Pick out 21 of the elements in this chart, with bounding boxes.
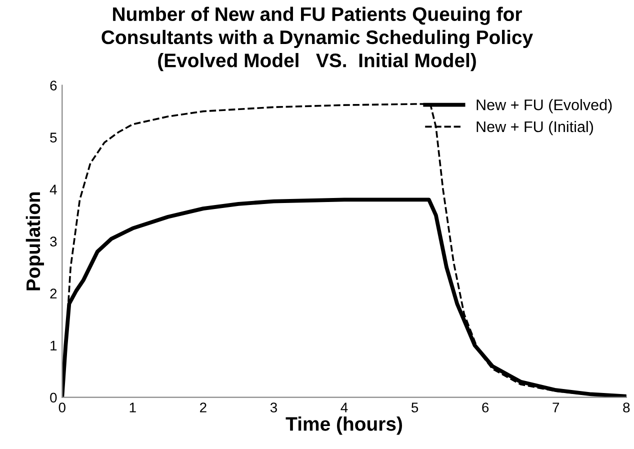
x-tick-label: 5 <box>411 402 418 412</box>
y-tick-label: 0 <box>50 392 57 403</box>
legend-label: New + FU (Evolved) <box>476 99 612 114</box>
x-tick-label: 0 <box>58 402 66 412</box>
x-tick-label: 8 <box>623 402 630 412</box>
y-tick-label: 1 <box>50 340 57 350</box>
y-tick-label: 5 <box>50 132 57 142</box>
y-tick-label: 6 <box>50 80 57 90</box>
y-tick-label: 4 <box>50 184 57 194</box>
x-tick-label: 3 <box>270 402 277 412</box>
legend-label: New + FU (Initial) <box>476 120 594 136</box>
x-axis-title: Time (hours) <box>286 416 402 435</box>
chart-title: Number of New and FU Patients Queuing for Consultants with a Dynamic Scheduling Policy (Evolved Model VS. Initial Model) <box>102 6 533 72</box>
x-tick-label: 7 <box>552 402 560 412</box>
x-tick-label: 4 <box>340 402 348 412</box>
y-axis-title: Population <box>26 192 44 290</box>
x-tick-label: 6 <box>482 402 489 412</box>
y-tick-label: 3 <box>50 236 57 247</box>
x-tick-label: 1 <box>130 402 136 412</box>
x-tick-label: 2 <box>200 402 206 412</box>
y-tick-label: 2 <box>50 288 57 298</box>
